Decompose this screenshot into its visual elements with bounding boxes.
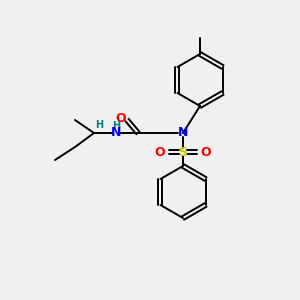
Text: S: S (178, 146, 188, 158)
Text: O: O (116, 112, 126, 125)
Text: O: O (155, 146, 165, 158)
Text: H: H (112, 121, 120, 131)
Text: O: O (201, 146, 211, 158)
Text: H: H (95, 120, 103, 130)
Text: N: N (178, 127, 188, 140)
Text: N: N (111, 127, 121, 140)
